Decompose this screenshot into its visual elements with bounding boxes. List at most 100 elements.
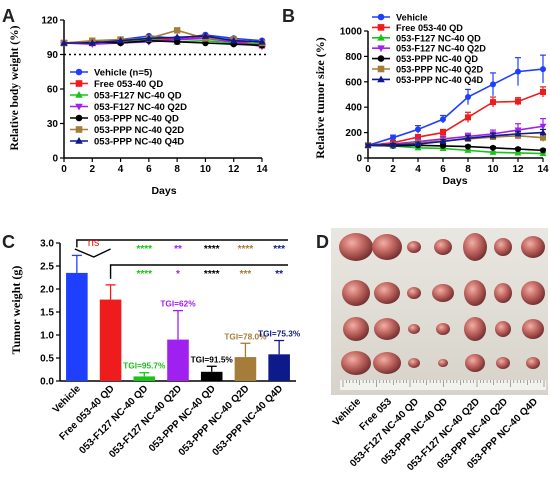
body-weight-chart: Relative body weight (%) Days 0 2 4 6 8 10 12 1… (9, 16, 268, 197)
tumor (408, 324, 420, 334)
data-point (515, 98, 521, 105)
y-tick-label: 0 (52, 154, 58, 165)
significance-stars: ** (174, 244, 182, 255)
significance-stars: **** (204, 244, 220, 255)
series-line (367, 144, 544, 152)
data-point (465, 94, 471, 101)
chart-c-ylabel: Tumor weight (g) (9, 266, 23, 355)
data-point (490, 99, 496, 106)
significance-stars: **** (136, 269, 152, 280)
data-point (515, 146, 521, 153)
data-point (60, 39, 68, 46)
legend-label: 053-PPP NC-40 Q2D (94, 125, 184, 136)
data-point (440, 129, 446, 136)
data-point (464, 134, 472, 141)
data-point (540, 134, 546, 141)
tumor (407, 287, 421, 299)
data-point (389, 141, 397, 148)
legend-label: 053-F127 NC-40 QD (94, 91, 182, 102)
bar (167, 339, 189, 381)
tumor-weight-chart: Tumor weight (g) 0.0 0.5 1.0 1.5 2.0 2.5 3.0 Ve… (9, 237, 301, 460)
x-tick-label: 10 (200, 164, 212, 175)
legend-label: 053-PPP NC-40 QD (94, 114, 179, 125)
data-point (173, 33, 181, 40)
data-point (173, 27, 181, 34)
legend-label: Vehicle (396, 13, 428, 23)
legend-marker (75, 91, 83, 98)
y-tick-label: 200 (345, 128, 362, 139)
series-line (64, 35, 263, 44)
data-point (390, 134, 396, 141)
legend-label: 053-PPP NC-40 Q2D (396, 65, 484, 75)
tumor (374, 318, 400, 340)
x-tick-label: 8 (465, 164, 471, 175)
tumor (408, 358, 420, 368)
data-point (116, 36, 125, 44)
x-tick-label: 12 (512, 164, 524, 175)
y-tick-label: 1.5 (40, 308, 54, 319)
legend-marker (75, 103, 83, 111)
legend-label: 053-F127 NC-40 Q2D (94, 102, 187, 113)
legend-label: 053-PPP NC-40 Q4D (94, 137, 184, 148)
tumor (339, 233, 373, 261)
significance-bracket (109, 264, 288, 279)
data-point (489, 148, 497, 155)
legend-label: 053-PPP NC-40 QD (396, 54, 478, 64)
data-point (88, 39, 96, 46)
tumor (434, 239, 452, 255)
y-tick-label: 1000 (340, 27, 363, 38)
tumor (407, 241, 421, 253)
data-point (439, 137, 447, 145)
series-line (367, 131, 544, 147)
y-tick-label: 120 (41, 16, 58, 27)
tgi-label: TGI=95.7% (123, 361, 166, 371)
chart-a-xlabel: Days (151, 185, 176, 197)
y-tick-label: 2.5 (40, 262, 54, 273)
significance-stars: **** (238, 244, 254, 255)
legend-marker (377, 24, 385, 31)
data-point (414, 140, 422, 147)
tumor (372, 234, 402, 260)
data-point (230, 36, 238, 44)
data-point (415, 126, 421, 133)
tumor (373, 352, 401, 374)
series-line (367, 91, 544, 147)
tumor (495, 321, 511, 337)
tgi-label: TGI=62% (160, 299, 196, 309)
data-point (514, 149, 522, 156)
legend-marker (75, 114, 83, 122)
tumor (522, 319, 544, 339)
tumor (496, 357, 510, 369)
chart-b-xlabel: Days (442, 175, 467, 187)
significance-stars: * (176, 269, 180, 280)
data-point (489, 132, 497, 139)
data-point (540, 147, 546, 154)
tgi-label: TGI=78.0% (224, 331, 267, 341)
ruler (340, 380, 546, 390)
x-tick-label: 6 (146, 164, 152, 175)
significance-stars: *** (273, 244, 285, 255)
y-tick-label: 800 (345, 52, 362, 63)
data-point (440, 116, 446, 123)
legend-marker (75, 126, 83, 133)
tumor (436, 323, 450, 335)
data-point (539, 123, 547, 130)
data-point (440, 142, 446, 149)
legend-marker (377, 33, 385, 41)
legend-marker (377, 45, 385, 53)
x-tick-label: 0 (365, 164, 371, 175)
x-tick-label: 12 (228, 164, 240, 175)
x-tick-label: 2 (90, 164, 96, 175)
legend-marker (75, 80, 83, 87)
y-tick-label: 0 (356, 154, 362, 165)
y-tick-label: 60 (47, 85, 59, 96)
x-tick-label: 6 (440, 164, 446, 175)
tumor (464, 317, 486, 341)
tumor (464, 280, 486, 306)
significance-stars: **** (204, 269, 220, 280)
data-point (415, 134, 421, 141)
category-label: Vehicle (51, 383, 83, 415)
y-tick-label: 30 (47, 119, 59, 130)
tumor (343, 317, 369, 341)
